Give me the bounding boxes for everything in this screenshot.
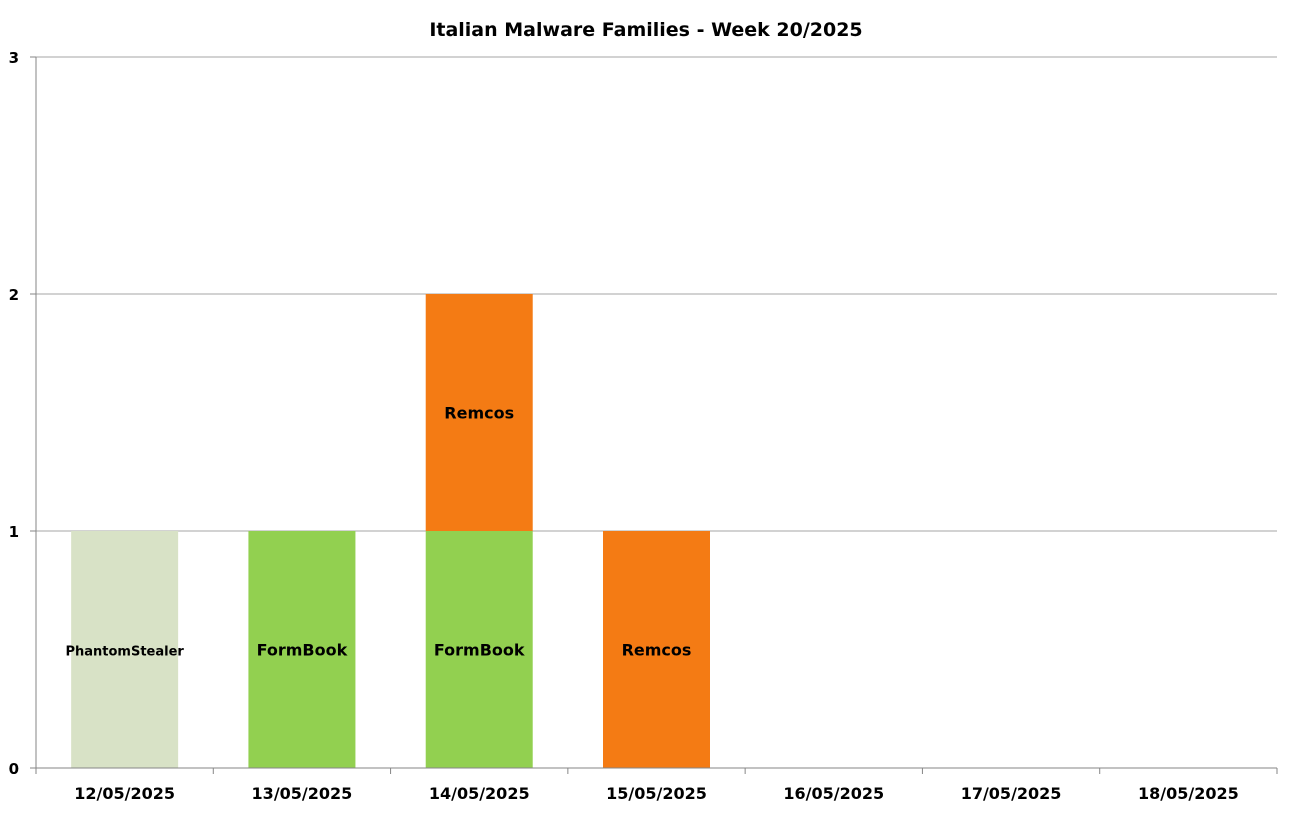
x-tick-label: 13/05/2025: [252, 784, 353, 803]
bar-segment-remcos: [603, 531, 710, 768]
x-tick-label: 17/05/2025: [961, 784, 1062, 803]
x-tick-label: 18/05/2025: [1138, 784, 1239, 803]
y-tick-label: 1: [9, 523, 19, 541]
gridlines: [36, 56, 1277, 532]
data-label: Remcos: [622, 641, 692, 660]
axes: [30, 56, 1278, 774]
y-tick-label: 2: [9, 286, 19, 304]
data-label: PhantomStealer: [65, 645, 184, 660]
labels: 0 1 2 3 PhantomStealer FormBook FormBook Remcos…: [9, 49, 1239, 803]
data-label: FormBook: [257, 641, 348, 660]
data-label: FormBook: [434, 641, 525, 660]
x-tick-label: 16/05/2025: [783, 784, 884, 803]
y-tick-label: 3: [9, 49, 19, 67]
bar-segment-remcos: [425, 294, 533, 531]
bar-segment-formbook: [425, 531, 533, 768]
x-tick-label: 12/05/2025: [74, 784, 175, 803]
bars: [71, 294, 710, 768]
bar-segment-formbook: [248, 531, 356, 768]
bar-segment-phantomstealer: [71, 531, 179, 768]
data-label: Remcos: [444, 404, 514, 423]
x-tick-label: 14/05/2025: [429, 784, 530, 803]
x-tick-label: 15/05/2025: [606, 784, 707, 803]
y-tick-label: 0: [9, 760, 19, 778]
chart-title: Italian Malware Families - Week 20/2025: [429, 19, 863, 41]
